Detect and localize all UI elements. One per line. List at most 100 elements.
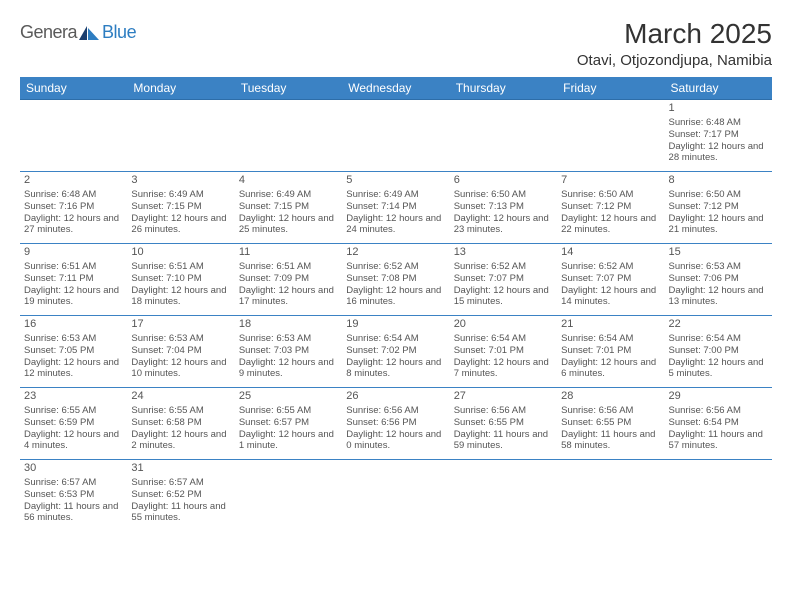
sunset-text: Sunset: 7:09 PM <box>239 273 338 285</box>
calendar-cell: 11Sunrise: 6:51 AMSunset: 7:09 PMDayligh… <box>235 244 342 316</box>
calendar-cell: 9Sunrise: 6:51 AMSunset: 7:11 PMDaylight… <box>20 244 127 316</box>
sunrise-text: Sunrise: 6:52 AM <box>346 261 445 273</box>
calendar-cell: 22Sunrise: 6:54 AMSunset: 7:00 PMDayligh… <box>665 316 772 388</box>
calendar-cell: 26Sunrise: 6:56 AMSunset: 6:56 PMDayligh… <box>342 388 449 460</box>
day-number: 29 <box>669 390 768 404</box>
calendar-cell <box>665 460 772 532</box>
calendar-cell <box>20 100 127 172</box>
calendar-week: 16Sunrise: 6:53 AMSunset: 7:05 PMDayligh… <box>20 316 772 388</box>
daylight-text: Daylight: 12 hours and 24 minutes. <box>346 213 445 237</box>
daylight-text: Daylight: 12 hours and 16 minutes. <box>346 285 445 309</box>
day-number: 22 <box>669 318 768 332</box>
header: Genera Blue March 2025 Otavi, Otjozondju… <box>20 18 772 69</box>
sunset-text: Sunset: 6:57 PM <box>239 417 338 429</box>
daylight-text: Daylight: 12 hours and 25 minutes. <box>239 213 338 237</box>
day-number: 4 <box>239 174 338 188</box>
day-header: Tuesday <box>235 77 342 100</box>
day-number: 5 <box>346 174 445 188</box>
day-number: 2 <box>24 174 123 188</box>
day-header: Sunday <box>20 77 127 100</box>
calendar-cell: 7Sunrise: 6:50 AMSunset: 7:12 PMDaylight… <box>557 172 664 244</box>
day-number: 6 <box>454 174 553 188</box>
calendar-cell: 16Sunrise: 6:53 AMSunset: 7:05 PMDayligh… <box>20 316 127 388</box>
day-number: 20 <box>454 318 553 332</box>
calendar-week: 23Sunrise: 6:55 AMSunset: 6:59 PMDayligh… <box>20 388 772 460</box>
day-number: 13 <box>454 246 553 260</box>
logo-text-general: Genera <box>20 22 77 43</box>
calendar-cell: 12Sunrise: 6:52 AMSunset: 7:08 PMDayligh… <box>342 244 449 316</box>
sunset-text: Sunset: 7:15 PM <box>239 201 338 213</box>
day-number: 27 <box>454 390 553 404</box>
sunset-text: Sunset: 7:05 PM <box>24 345 123 357</box>
calendar-week: 1Sunrise: 6:48 AMSunset: 7:17 PMDaylight… <box>20 100 772 172</box>
calendar-cell: 1Sunrise: 6:48 AMSunset: 7:17 PMDaylight… <box>665 100 772 172</box>
sunrise-text: Sunrise: 6:57 AM <box>24 477 123 489</box>
daylight-text: Daylight: 12 hours and 5 minutes. <box>669 357 768 381</box>
daylight-text: Daylight: 11 hours and 57 minutes. <box>669 429 768 453</box>
calendar-cell: 23Sunrise: 6:55 AMSunset: 6:59 PMDayligh… <box>20 388 127 460</box>
calendar-cell: 5Sunrise: 6:49 AMSunset: 7:14 PMDaylight… <box>342 172 449 244</box>
day-number: 7 <box>561 174 660 188</box>
day-number: 18 <box>239 318 338 332</box>
calendar-cell: 24Sunrise: 6:55 AMSunset: 6:58 PMDayligh… <box>127 388 234 460</box>
daylight-text: Daylight: 12 hours and 15 minutes. <box>454 285 553 309</box>
daylight-text: Daylight: 12 hours and 2 minutes. <box>131 429 230 453</box>
day-number: 10 <box>131 246 230 260</box>
daylight-text: Daylight: 11 hours and 59 minutes. <box>454 429 553 453</box>
day-header: Friday <box>557 77 664 100</box>
sunset-text: Sunset: 7:02 PM <box>346 345 445 357</box>
calendar-cell: 21Sunrise: 6:54 AMSunset: 7:01 PMDayligh… <box>557 316 664 388</box>
calendar-cell: 10Sunrise: 6:51 AMSunset: 7:10 PMDayligh… <box>127 244 234 316</box>
sail-icon <box>77 24 101 42</box>
daylight-text: Daylight: 12 hours and 27 minutes. <box>24 213 123 237</box>
day-header: Saturday <box>665 77 772 100</box>
sunrise-text: Sunrise: 6:54 AM <box>561 333 660 345</box>
daylight-text: Daylight: 11 hours and 55 minutes. <box>131 501 230 525</box>
day-number: 9 <box>24 246 123 260</box>
calendar-cell <box>127 100 234 172</box>
calendar-cell: 15Sunrise: 6:53 AMSunset: 7:06 PMDayligh… <box>665 244 772 316</box>
sunrise-text: Sunrise: 6:54 AM <box>454 333 553 345</box>
sunset-text: Sunset: 7:14 PM <box>346 201 445 213</box>
calendar-cell: 3Sunrise: 6:49 AMSunset: 7:15 PMDaylight… <box>127 172 234 244</box>
day-number: 21 <box>561 318 660 332</box>
sunrise-text: Sunrise: 6:53 AM <box>239 333 338 345</box>
sunrise-text: Sunrise: 6:56 AM <box>454 405 553 417</box>
daylight-text: Daylight: 12 hours and 4 minutes. <box>24 429 123 453</box>
calendar-cell: 18Sunrise: 6:53 AMSunset: 7:03 PMDayligh… <box>235 316 342 388</box>
sunrise-text: Sunrise: 6:54 AM <box>669 333 768 345</box>
calendar-cell: 30Sunrise: 6:57 AMSunset: 6:53 PMDayligh… <box>20 460 127 532</box>
daylight-text: Daylight: 12 hours and 18 minutes. <box>131 285 230 309</box>
sunrise-text: Sunrise: 6:56 AM <box>561 405 660 417</box>
daylight-text: Daylight: 12 hours and 6 minutes. <box>561 357 660 381</box>
sunset-text: Sunset: 7:11 PM <box>24 273 123 285</box>
sunrise-text: Sunrise: 6:52 AM <box>454 261 553 273</box>
day-number: 11 <box>239 246 338 260</box>
daylight-text: Daylight: 12 hours and 1 minute. <box>239 429 338 453</box>
sunset-text: Sunset: 7:15 PM <box>131 201 230 213</box>
daylight-text: Daylight: 12 hours and 14 minutes. <box>561 285 660 309</box>
daylight-text: Daylight: 12 hours and 12 minutes. <box>24 357 123 381</box>
day-number: 12 <box>346 246 445 260</box>
daylight-text: Daylight: 12 hours and 9 minutes. <box>239 357 338 381</box>
sunrise-text: Sunrise: 6:48 AM <box>24 189 123 201</box>
calendar-cell: 27Sunrise: 6:56 AMSunset: 6:55 PMDayligh… <box>450 388 557 460</box>
sunrise-text: Sunrise: 6:55 AM <box>24 405 123 417</box>
sunrise-text: Sunrise: 6:51 AM <box>239 261 338 273</box>
calendar-week: 9 Sunrise: 6:51 AM Sunset: 7:11 PM Daylight… <box>20 244 772 316</box>
daylight-text: Daylight: 12 hours and 8 minutes. <box>346 357 445 381</box>
calendar-cell <box>450 100 557 172</box>
day-number: 19 <box>346 318 445 332</box>
sunset-text: Sunset: 7:16 PM <box>24 201 123 213</box>
sunset-text: Sunset: 7:12 PM <box>669 201 768 213</box>
logo: Genera Blue <box>20 22 136 43</box>
sunrise-text: Sunrise: 6:54 AM <box>346 333 445 345</box>
sunrise-text: Sunrise: 6:53 AM <box>669 261 768 273</box>
sunset-text: Sunset: 7:17 PM <box>669 129 768 141</box>
sunrise-text: Sunrise: 6:49 AM <box>131 189 230 201</box>
day-number: 26 <box>346 390 445 404</box>
sunset-text: Sunset: 6:52 PM <box>131 489 230 501</box>
calendar-cell: 31Sunrise: 6:57 AMSunset: 6:52 PMDayligh… <box>127 460 234 532</box>
day-number: 28 <box>561 390 660 404</box>
calendar-cell: 13Sunrise: 6:52 AMSunset: 7:07 PMDayligh… <box>450 244 557 316</box>
